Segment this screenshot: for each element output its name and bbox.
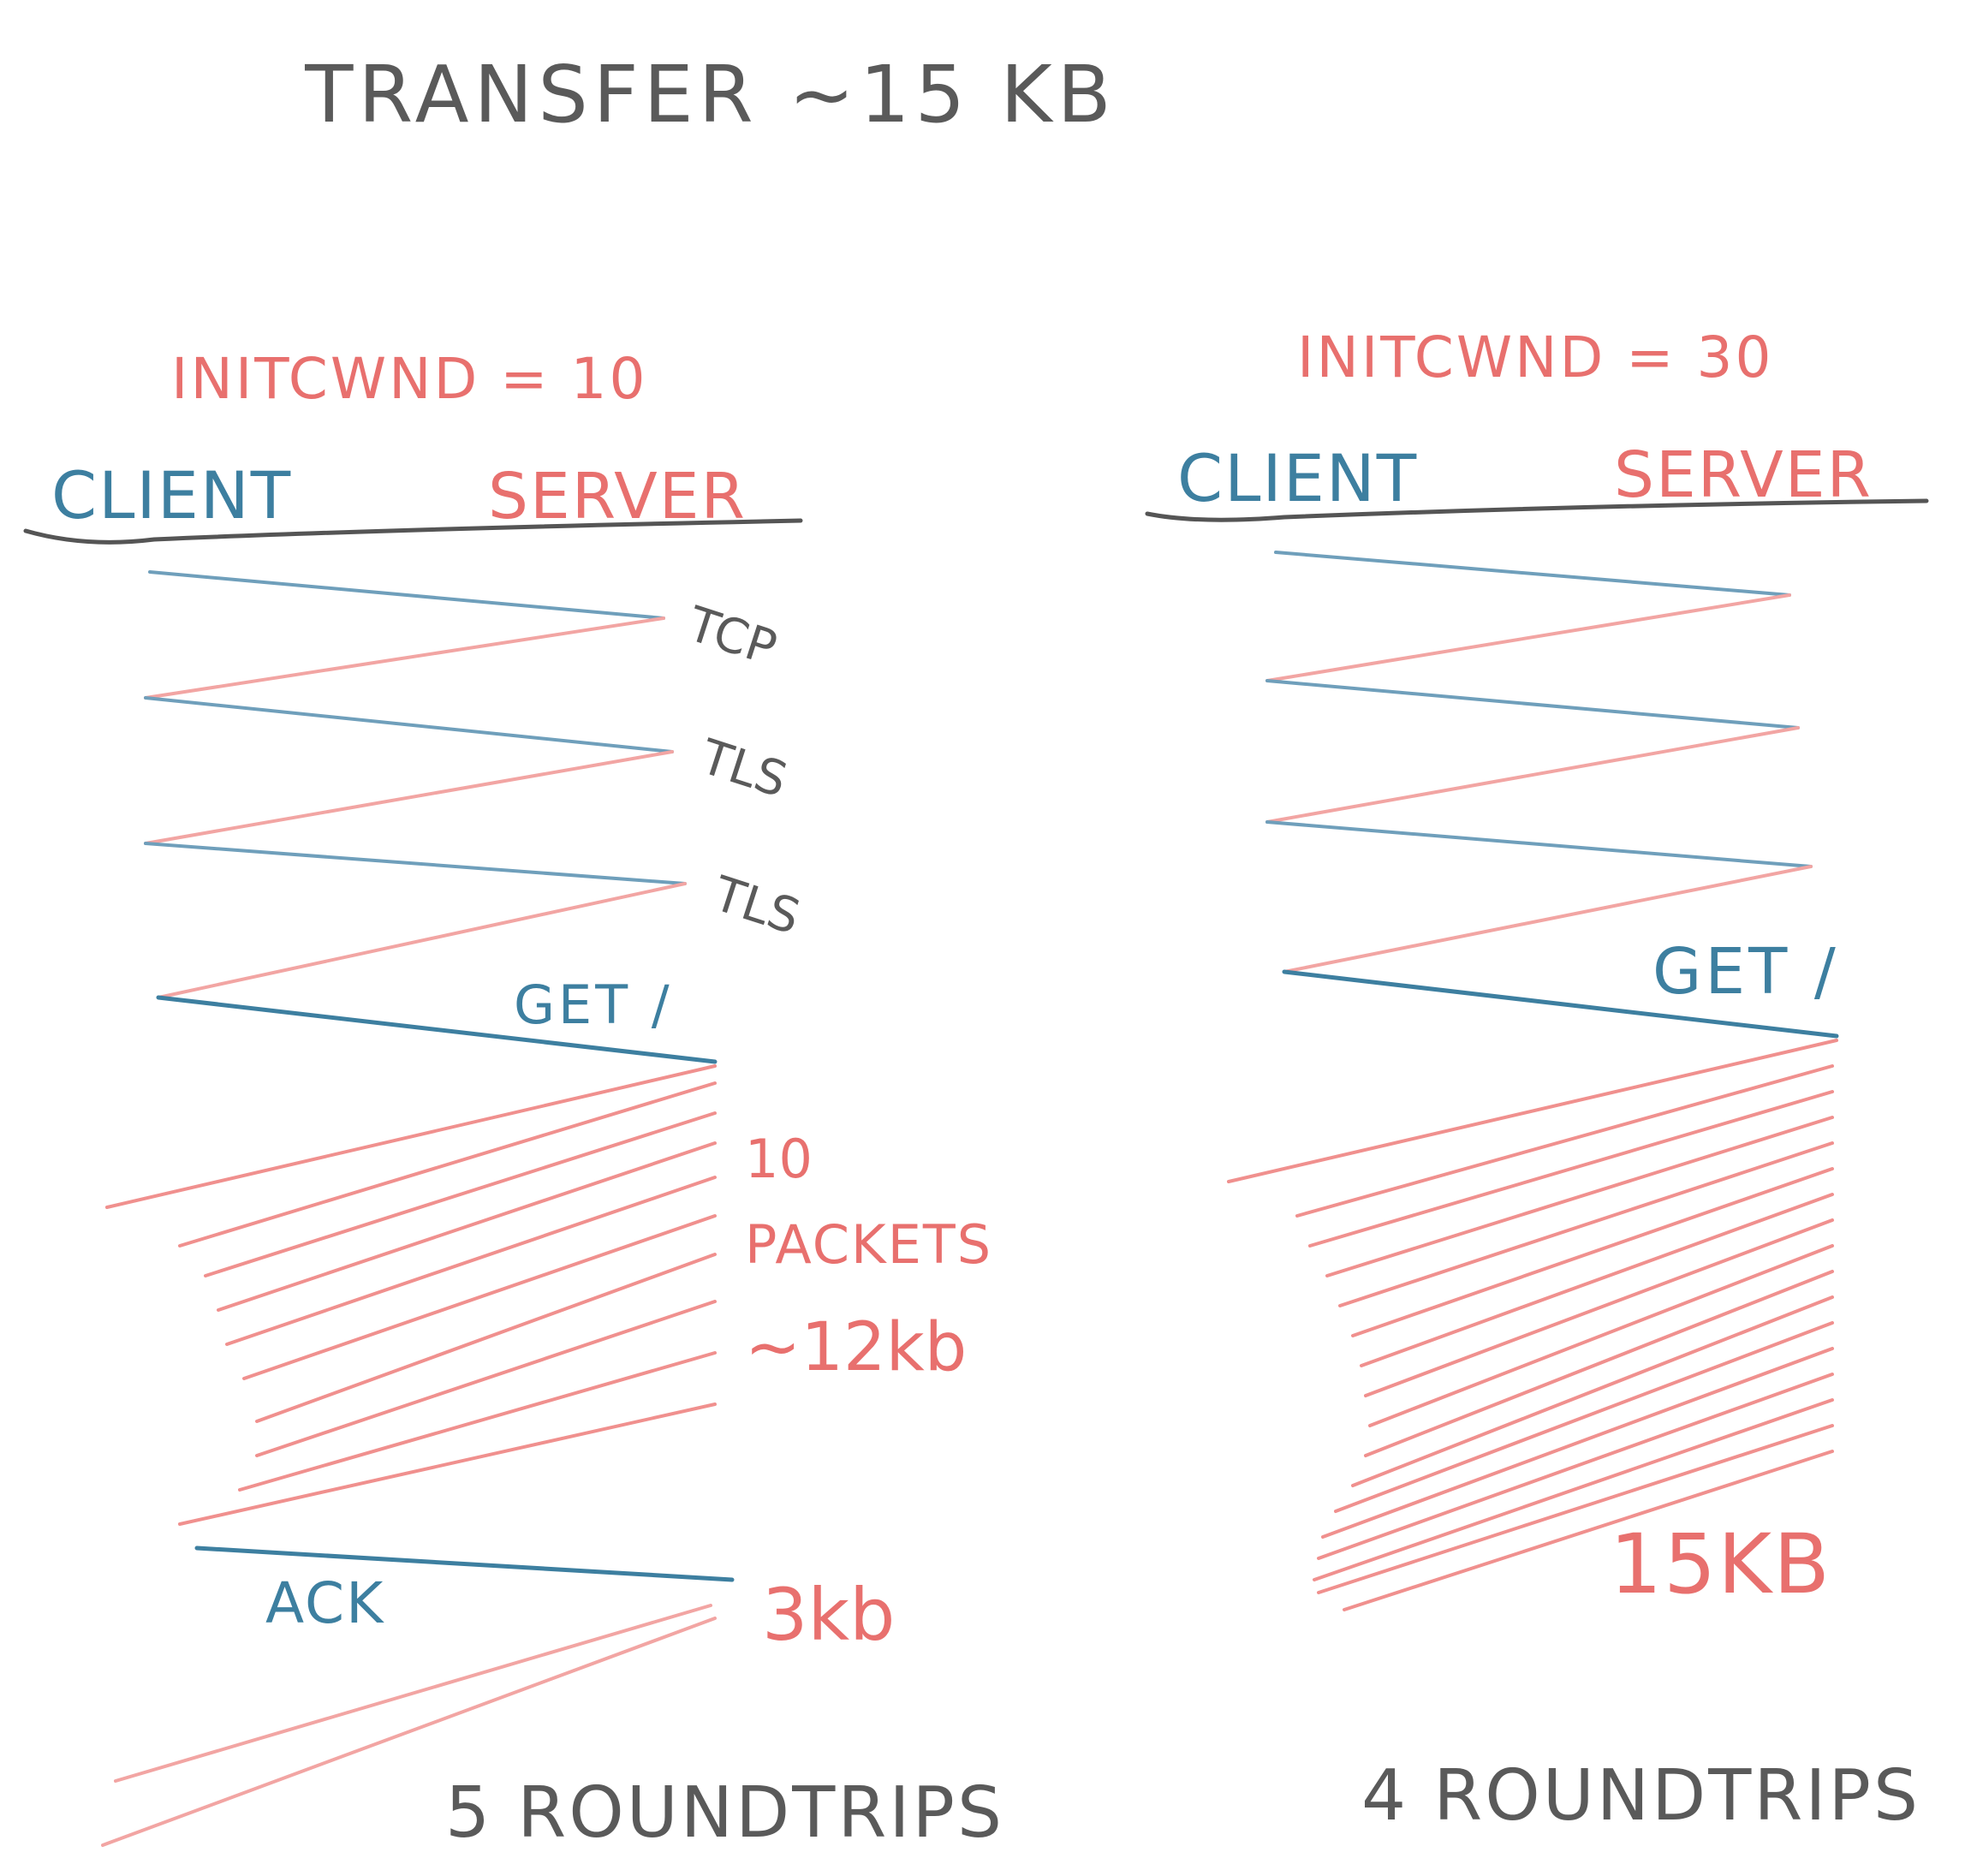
packet-line — [178, 1403, 717, 1526]
packet-line — [242, 1214, 717, 1380]
packet-line — [1368, 1244, 1834, 1427]
packet-line — [1343, 1450, 1834, 1611]
right-panel: INITCWND = 30 CLIENT SERVER GET / — [1145, 325, 1929, 1837]
left-get-request-line — [156, 995, 718, 1064]
right-server-label: SERVER — [1614, 438, 1873, 512]
left-tcp-request-line — [148, 570, 665, 620]
packet-line — [1308, 1090, 1834, 1248]
left-client-label: CLIENT — [51, 457, 292, 533]
packet-line — [1325, 1116, 1834, 1277]
right-packet-lines — [1227, 1039, 1838, 1611]
left-tls-label-1: TLS — [694, 729, 794, 808]
left-remaining-lines — [101, 1604, 717, 1847]
left-header-divider — [23, 518, 803, 545]
packet-line — [1317, 1424, 1834, 1594]
left-ack-line — [194, 1545, 735, 1582]
left-packets-label: PACKETS — [745, 1213, 992, 1276]
left-packet-count: 10 — [745, 1128, 813, 1190]
packet-line — [225, 1176, 717, 1346]
right-tls-response-line-2 — [1283, 865, 1813, 974]
packet-line — [1313, 1398, 1834, 1581]
packet-line — [255, 1253, 717, 1423]
packet-line — [178, 1081, 717, 1248]
right-tls-response-line-1 — [1265, 726, 1800, 824]
left-panel: INITCWND = 10 CLIENT SERVER TCP TLS TLS … — [23, 346, 1004, 1854]
packet-line — [114, 1604, 712, 1783]
left-packet-lines — [105, 1064, 717, 1526]
left-initcwnd-label: INITCWND = 10 — [171, 346, 648, 412]
packet-line — [1364, 1218, 1834, 1397]
left-handshake-lines — [144, 570, 718, 1064]
diagram-title: TRANSFER ~15 KB — [304, 49, 1117, 140]
packet-line — [1360, 1193, 1834, 1367]
right-initcwnd-label: INITCWND = 30 — [1297, 325, 1774, 390]
packet-line — [204, 1111, 717, 1277]
right-handshake-lines — [1265, 551, 1839, 1039]
packet-line — [1364, 1270, 1834, 1457]
right-tcp-response-line — [1265, 593, 1791, 682]
left-get-label: GET / — [514, 974, 673, 1036]
packet-line — [1351, 1167, 1834, 1337]
right-roundtrips-label: 4 ROUNDTRIPS — [1361, 1755, 1920, 1837]
left-size-label: ~12kb — [745, 1309, 967, 1386]
packet-line — [105, 1064, 717, 1209]
left-tls-request-line-1 — [144, 696, 674, 753]
left-tls-request-line-2 — [144, 842, 687, 885]
left-tls-label-2: TLS — [706, 866, 807, 945]
packet-line — [1227, 1039, 1838, 1183]
packet-line — [238, 1351, 717, 1492]
left-tls-response-line-1 — [144, 750, 674, 845]
left-ack-label: ACK — [265, 1570, 384, 1636]
packet-line — [255, 1300, 717, 1457]
packet-line — [1338, 1141, 1834, 1307]
packet-line — [1334, 1321, 1834, 1513]
left-tls-response-line-2 — [157, 882, 687, 999]
left-tcp-label: TCP — [681, 596, 783, 676]
packet-line — [1295, 1064, 1834, 1218]
left-tcp-response-line — [144, 616, 665, 700]
right-get-label: GET / — [1652, 935, 1839, 1009]
right-tls-request-line-1 — [1265, 679, 1800, 730]
right-tcp-request-line — [1274, 551, 1791, 597]
right-get-request-line — [1282, 969, 1839, 1039]
packet-line — [1351, 1295, 1834, 1487]
packet-line — [1321, 1347, 1834, 1539]
packet-line — [217, 1141, 717, 1312]
left-roundtrips-label: 5 ROUNDTRIPS — [445, 1772, 1004, 1854]
right-client-label: CLIENT — [1177, 440, 1418, 516]
packet-line — [101, 1617, 717, 1847]
right-header-divider — [1145, 498, 1929, 522]
packet-line — [1317, 1373, 1834, 1560]
right-tls-request-line-2 — [1265, 820, 1813, 868]
right-size-label: 15KB — [1610, 1516, 1831, 1612]
left-remaining-label: 3kb — [762, 1573, 895, 1657]
